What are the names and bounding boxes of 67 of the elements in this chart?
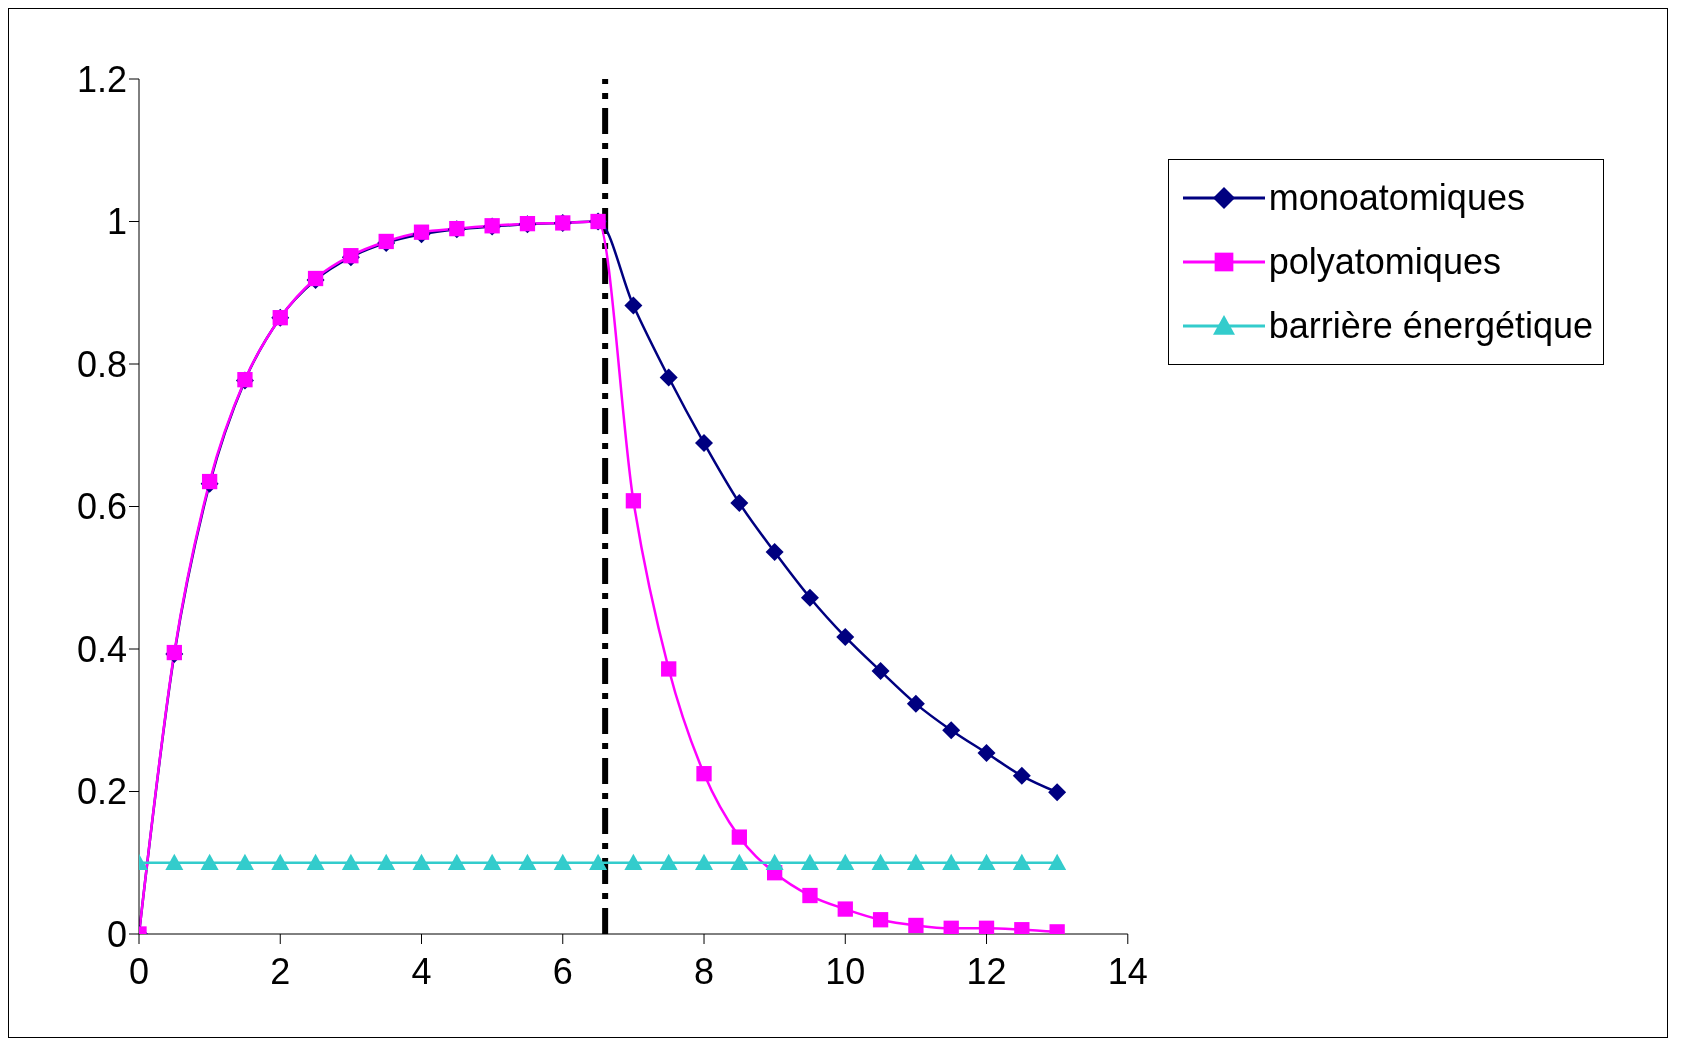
point [661, 661, 677, 677]
y-tick-label: 1 [106, 201, 127, 243]
point [837, 901, 853, 917]
point [765, 543, 784, 562]
point [659, 853, 678, 870]
point [695, 853, 714, 870]
point [871, 853, 890, 870]
point [589, 853, 608, 870]
y-tick-label: 0 [106, 913, 127, 955]
point [836, 627, 855, 646]
point [942, 853, 961, 870]
point [518, 853, 537, 870]
y-tick-label: 0.2 [76, 771, 127, 813]
point [341, 853, 360, 870]
point [483, 853, 502, 870]
point [802, 887, 818, 904]
point [695, 434, 714, 453]
point [800, 853, 819, 870]
point [413, 224, 430, 240]
legend-label: monoatomiques [1268, 177, 1525, 219]
legend-label: polyatomiques [1268, 241, 1501, 283]
point [800, 588, 819, 607]
y-tick-label: 0.4 [76, 628, 127, 670]
x-tick-label: 10 [825, 950, 866, 992]
point [271, 853, 290, 870]
point [624, 296, 643, 315]
y-tick-label: 1.2 [76, 58, 127, 100]
x-tick-label: 8 [694, 950, 715, 992]
point [696, 766, 712, 782]
point [200, 853, 219, 870]
x-tick-label: 14 [1107, 950, 1148, 992]
point [659, 368, 678, 387]
point [165, 853, 184, 870]
y-tick-label: 0.8 [76, 343, 127, 385]
point [942, 721, 961, 740]
point [730, 853, 749, 870]
point [906, 853, 925, 870]
point [624, 853, 643, 870]
point [1012, 766, 1031, 785]
point [836, 853, 855, 870]
point [1048, 853, 1067, 870]
point [977, 853, 996, 870]
point [943, 920, 959, 934]
x-tick-label: 4 [411, 950, 432, 992]
point [235, 853, 254, 870]
point [906, 694, 925, 713]
point [765, 853, 784, 870]
point [1012, 853, 1031, 870]
point [978, 920, 995, 934]
x-tick-label: 2 [270, 950, 291, 992]
point [730, 493, 749, 512]
point [977, 744, 996, 763]
point [871, 662, 890, 681]
x-tick-label: 6 [552, 950, 573, 992]
point [1048, 783, 1067, 802]
point [306, 853, 325, 870]
point [553, 853, 572, 870]
point [625, 493, 642, 509]
y-tick-label: 0.6 [76, 486, 127, 528]
point [412, 853, 431, 870]
point [872, 912, 889, 928]
point [447, 853, 466, 870]
x-tick-label: 12 [966, 950, 1007, 992]
point [908, 917, 924, 934]
legend-label: barrière énergétique [1268, 305, 1593, 347]
point [731, 829, 747, 845]
point [377, 853, 396, 870]
